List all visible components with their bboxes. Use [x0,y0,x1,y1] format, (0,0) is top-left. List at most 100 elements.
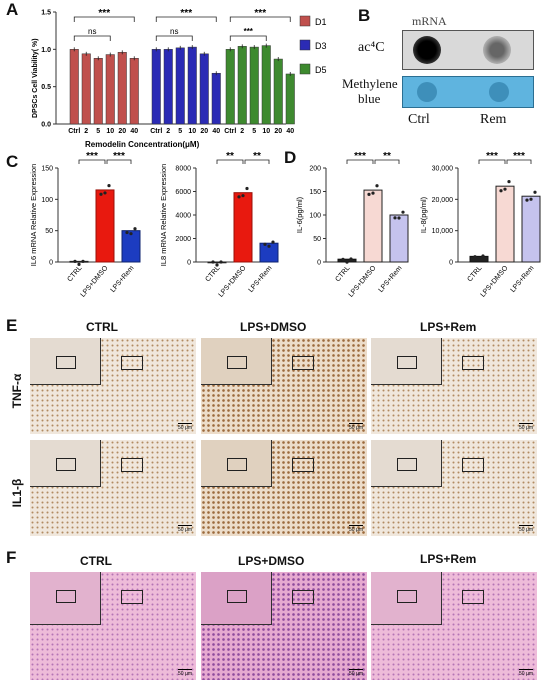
scale-bar: 50 μm [349,525,363,533]
small-chart-sig: *** [486,151,498,162]
small-chart-xtick-label: LPS+DMSO [218,264,248,298]
viability-xtick-label: 5 [178,128,182,135]
small-chart-point [241,194,245,198]
viability-bar [187,46,197,125]
ac4c-dot-rem [483,36,511,64]
small-chart-point [477,257,481,261]
ihc-row-tnf: TNF-α [10,373,24,409]
zoom-box [462,356,484,370]
ihc-tile: 50 μm [371,338,537,434]
viability-xtick-label: 2 [240,128,244,135]
small-chart-point [73,259,77,264]
viability-xtick-label: Ctrl [224,128,236,135]
viability-xtick-label: 40 [130,128,138,135]
he-tile: 50 μm [201,572,367,680]
zoom-box [292,590,314,604]
small-chart-point [525,198,529,202]
zoom-box [292,458,314,472]
viability-bracket [229,16,291,22]
viability-bar [261,45,271,125]
ac4c-dot-ctrl [413,36,441,64]
inset-box [227,458,247,471]
small-chart-bar [95,189,115,263]
small-chart-xtick-label: CTRL [334,265,351,284]
viability-ytick-label: 1.0 [41,47,51,54]
small-chart-ytick-label: 150 [309,189,321,196]
inset-box [56,458,76,471]
small-chart-point [397,216,401,220]
small-chart-bracket [216,159,244,164]
he-tile: 50 μm [30,572,196,680]
panel-label-c: C [6,152,19,171]
legend-swatch [299,15,311,27]
small-chart-ytick-label: 4000 [175,213,191,220]
ihc-grid: CTRL LPS+DMSO LPS+Rem TNF-α IL1-β 50 μm 5… [0,316,550,546]
small-chart-xtick-label: LPS+Rem [378,265,404,294]
viability-sig: *** [254,8,266,19]
viability-xtick-label: 20 [118,128,126,135]
small-chart-ytick-label: 100 [309,213,321,220]
scale-bar: 50 μm [519,423,533,431]
viability-xlabel: Remodelin Concentration(μM) [85,140,200,149]
scale-bar: 50 μm [178,423,192,431]
viability-bar [93,58,103,125]
small-chart-point [267,244,271,248]
small-chart-point [401,210,405,214]
small-chart-bracket [244,159,270,164]
ihc-tile: 50 μm [30,440,196,536]
ihc-col-lps-rem: LPS+Rem [420,320,477,334]
scale-bar-line [349,423,363,424]
blot-col-ctrl: Ctrl [408,112,430,127]
small-chart-point [107,184,111,188]
small-chart-point [375,184,379,188]
small-chart-xtick-label: LPS+DMSO [80,264,110,298]
viability-bar [151,49,161,125]
small-chart-ytick-label: 150 [41,166,53,173]
viability-xtick-label: 2 [166,128,170,135]
viability-xtick-label: Ctrl [150,128,162,135]
scale-bar: 50 μm [178,525,192,533]
viability-bar [105,54,115,125]
legend-label: D1 [315,17,327,27]
scale-bar: 50 μm [349,669,363,677]
small-chart-bar [121,230,141,263]
viability-bracket [155,16,217,22]
scale-bar-line [349,525,363,526]
small-chart-point [129,232,133,236]
small-chart-ytick-label: 50 [313,236,321,243]
viability-bar [225,49,235,125]
viability-xtick-label: 10 [262,128,270,135]
scale-bar: 50 μm [519,525,533,533]
inset-box [397,590,417,603]
small-chart-point [507,180,511,184]
small-chart-point [237,195,241,199]
small-chart-sig: *** [513,151,525,162]
ihc-tile: 50 μm [30,338,196,434]
small-chart-xtick-label: CTRL [466,265,483,284]
small-chart-ytick-label: 200 [309,166,321,173]
small-chart-ytick-label: 20,000 [432,197,454,204]
small-chart-ytick-label: 0 [449,260,453,267]
scale-bar: 50 μm [519,669,533,677]
small-chart-ytick-label: 10,000 [432,228,454,235]
viability-bar [249,46,259,125]
small-chart-point [103,191,107,195]
small-chart-sig: *** [113,151,125,162]
panel-label-a: A [6,0,19,19]
viability-ylabel: DPSCs Cell Viability( %) [32,38,39,118]
small-chart-point [77,262,81,266]
small-chart-point [263,242,267,246]
he-col-lps-dmso: LPS+DMSO [238,554,305,568]
small-chart-point [499,189,503,193]
viability-bracket [73,35,111,41]
ihc-row-il1b: IL1-β [10,478,24,508]
small-chart-ytick-label: 0 [187,260,191,267]
scale-bar-line [519,669,533,670]
tile-inset [30,338,101,385]
viability-sig: *** [98,8,110,19]
tile-inset [201,440,272,487]
viability-bar [81,53,91,125]
inset-box [227,356,247,369]
small-chart-point [349,257,353,261]
small-chart-bracket [78,159,106,164]
